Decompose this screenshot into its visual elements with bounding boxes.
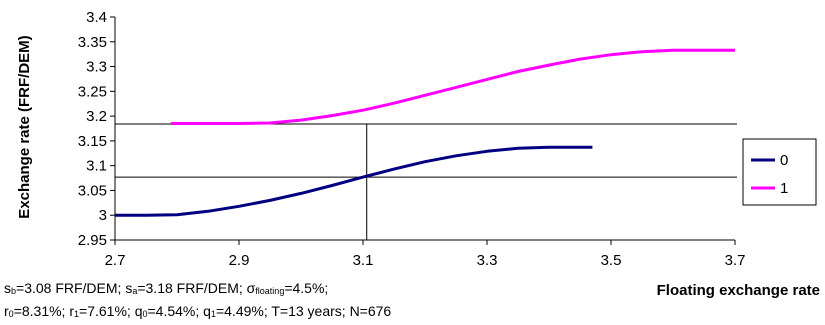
x-tick-label: 3.1 <box>353 252 374 269</box>
legend: 0 1 <box>742 138 817 206</box>
x-tick-label: 3.7 <box>725 252 746 269</box>
parameter-note-line-1: sb=3.08 FRF/DEM; sa=3.18 FRF/DEM; σfloat… <box>4 280 329 296</box>
y-tick-label: 3.1 <box>86 158 107 175</box>
y-axis-title: Exchange rate (FRF/DEM) <box>16 35 33 218</box>
x-tick-label: 3.3 <box>477 252 498 269</box>
legend-label-1: 1 <box>780 180 788 197</box>
x-tick-label: 2.7 <box>105 252 126 269</box>
legend-label-0: 0 <box>780 152 788 169</box>
y-tick-label: 3.25 <box>78 83 107 100</box>
y-tick-label: 2.95 <box>78 232 107 249</box>
y-tick-label: 3.4 <box>86 9 107 26</box>
axes <box>110 16 736 245</box>
legend-box <box>742 138 817 206</box>
series-line-1 <box>170 48 735 125</box>
y-tick-label: 3.35 <box>78 34 107 51</box>
x-tick-label: 3.5 <box>601 252 622 269</box>
series-lines <box>115 48 735 217</box>
y-tick-label: 3.3 <box>86 59 107 76</box>
y-tick-label: 3.2 <box>86 108 107 125</box>
series-line-0 <box>115 145 593 217</box>
reference-lines <box>115 123 737 240</box>
tick-labels: 2.95 3 3.05 3.1 3.15 3.2 3.25 3.3 3.35 3.4 2.7 2.9 3… <box>78 9 746 269</box>
y-tick-label: 3.05 <box>78 182 107 199</box>
y-tick-label: 3.15 <box>78 133 107 150</box>
x-axis-title: Floating exchange rate <box>657 282 820 299</box>
x-tick-label: 2.9 <box>229 252 250 269</box>
parameter-note-line-2: r0=8.31%; r1=7.61%; q0=4.54%; q1=4.49%; … <box>4 303 392 319</box>
y-tick-label: 3 <box>99 207 107 224</box>
